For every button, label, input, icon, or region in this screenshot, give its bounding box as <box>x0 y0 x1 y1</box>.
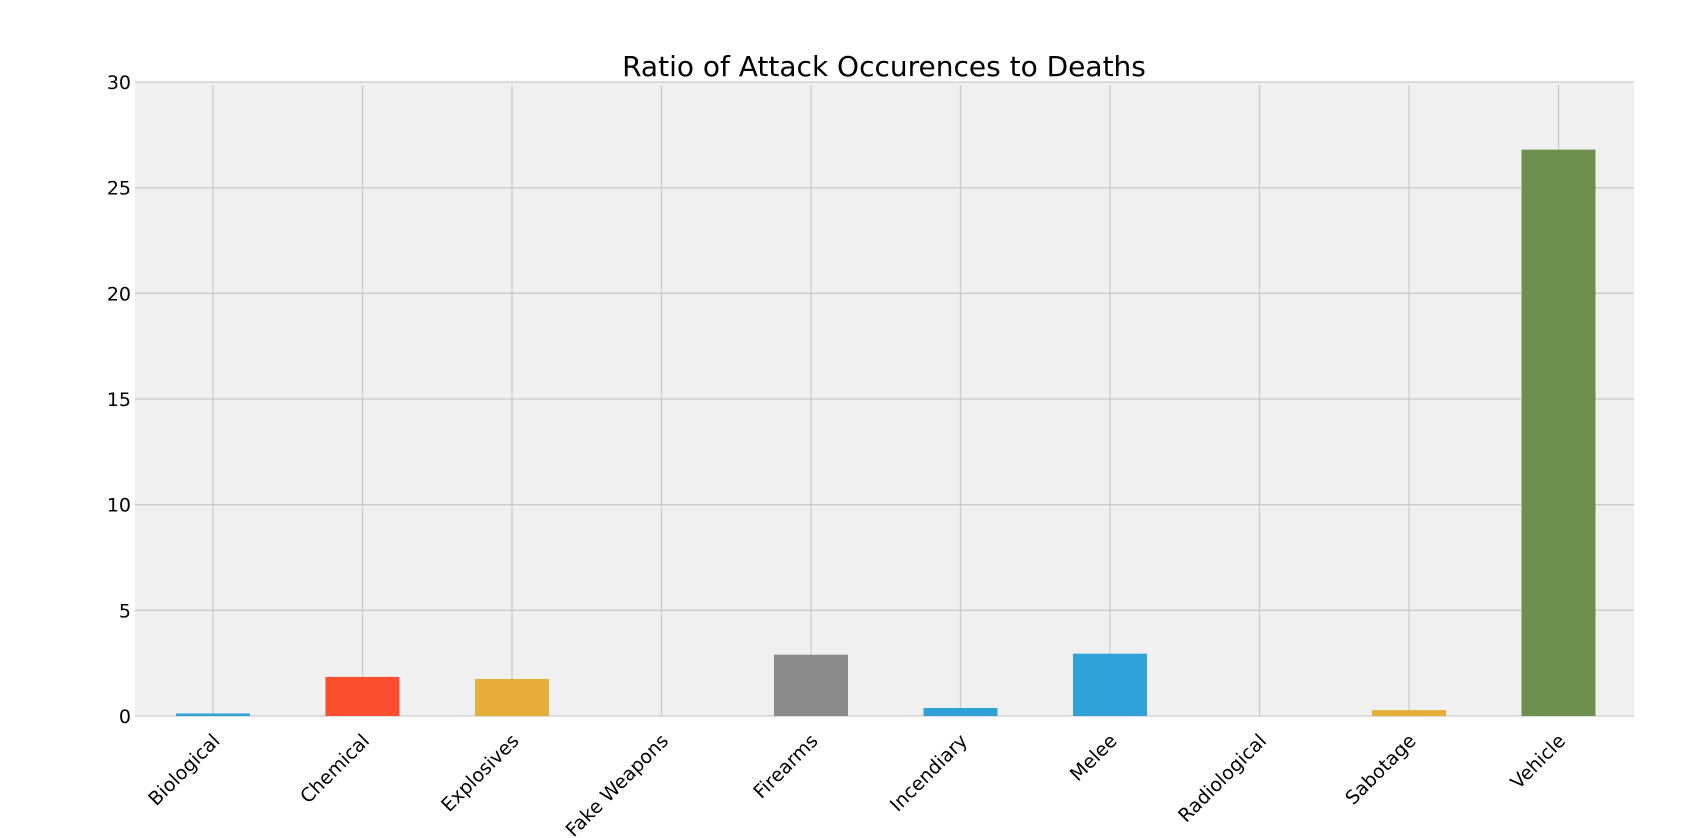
bar-chemical <box>325 676 400 716</box>
x-tick-label: Fake Weapons <box>562 730 673 838</box>
bars <box>176 149 1596 717</box>
x-tick-label: Explosives <box>437 730 523 816</box>
x-tick-label: Vehicle <box>1506 730 1570 794</box>
bar-melee <box>1073 653 1147 716</box>
y-tick-label: 20 <box>107 283 131 305</box>
x-axis-tick-labels: Biological Chemical Explosives Fake Weapons… <box>144 730 1570 838</box>
y-tick-label: 30 <box>107 72 131 94</box>
y-tick-label: 0 <box>119 706 131 728</box>
x-tick-label: Incendiary <box>886 730 972 816</box>
y-axis-tick-labels: 0 5 10 15 20 25 30 <box>107 72 131 728</box>
bar-sabotage <box>1372 710 1446 716</box>
chart-title: Ratio of Attack Occurences to Deaths <box>622 50 1146 83</box>
x-tick-label: Chemical <box>296 730 374 808</box>
x-tick-label: Sabotage <box>1341 730 1420 809</box>
y-tick-label: 25 <box>107 178 131 200</box>
y-tick-label: 5 <box>119 600 131 622</box>
bar-vehicle <box>1521 149 1596 717</box>
bar-incendiary <box>923 707 998 716</box>
bar-biological <box>176 713 250 716</box>
x-tick-label: Firearms <box>749 730 822 803</box>
y-tick-label: 15 <box>107 389 131 411</box>
x-tick-label: Melee <box>1066 730 1122 786</box>
bar-explosives <box>475 679 549 716</box>
x-tick-label: Biological <box>144 730 224 810</box>
x-gridlines <box>212 85 1560 716</box>
x-tick-label: Radiological <box>1174 730 1271 827</box>
y-tick-label: 10 <box>107 495 131 517</box>
bar-firearms <box>774 654 848 716</box>
